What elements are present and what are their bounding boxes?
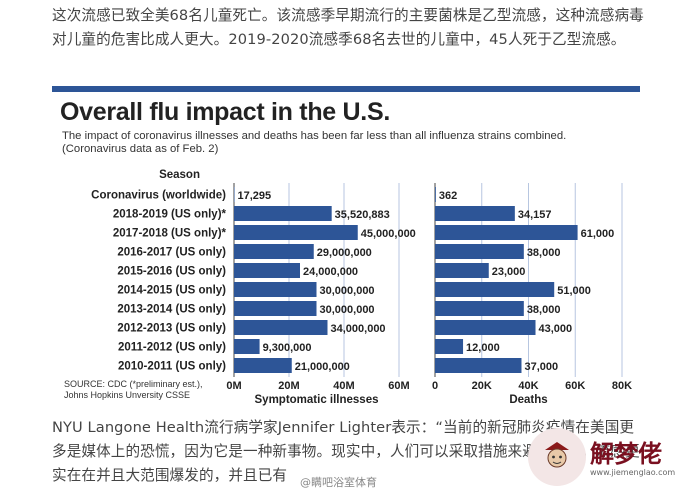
source-note: SOURCE: CDC (*preliminary est.), [64, 379, 203, 389]
bar [234, 263, 300, 278]
face-icon [545, 442, 569, 468]
quote-line-1: NYU Langone Health流行病学家Jennifer Lighter表… [52, 419, 635, 436]
bar [435, 301, 524, 316]
source-note: Johns Hopkins Unversity CSSE [64, 390, 190, 400]
category-label: 2012-2013 (US only) [117, 323, 226, 335]
bar [435, 206, 515, 221]
x-tick-label: 80K [612, 380, 632, 392]
bar-value-label: 38,000 [527, 304, 561, 316]
bar-value-label: 51,000 [557, 285, 591, 297]
bar [234, 358, 292, 373]
watermark-url: www.jiemenglao.com [590, 468, 676, 477]
category-label: 2011-2012 (US only) [118, 342, 226, 354]
x-tick-label: 0M [226, 380, 241, 392]
chart-top-rule [52, 86, 640, 92]
category-header: Season [159, 169, 200, 181]
bar-value-label: 43,000 [539, 323, 573, 335]
flu-impact-chart: Overall flu impact in the U.S. The impac… [52, 86, 640, 412]
bar [234, 206, 332, 221]
x-tick-label: 20M [278, 380, 299, 392]
chart-subtitle-line-2: (Coronavirus data as of Feb. 2) [62, 143, 219, 155]
bar [435, 244, 524, 259]
category-label: 2016-2017 (US only) [117, 247, 226, 259]
x-tick-label: 0 [432, 380, 438, 392]
intro-line-2: 对儿童的危害比成人更大。2019-2020流感季68名去世的儿童中，45人死于乙… [52, 31, 626, 48]
category-label: 2015-2016 (US only) [117, 266, 226, 278]
bar [435, 263, 489, 278]
bar [435, 320, 536, 335]
category-label: 2017-2018 (US only)* [113, 228, 227, 240]
quote-paragraph: NYU Langone Health流行病学家Jennifer Lighter表… [52, 416, 642, 488]
x-axis-title: Symptomatic illnesses [255, 394, 379, 406]
quote-line-3: 实在在并且大范围爆发的，并且已有 [52, 467, 288, 484]
bar [435, 187, 436, 202]
weibo-overlay-text: @瞒吧浴室体育 [300, 476, 377, 489]
chart-subtitle: The impact of coronavirus illnesses and … [62, 130, 566, 156]
bar-value-label: 30,000,000 [320, 304, 375, 316]
bar-value-label: 61,000 [581, 228, 615, 240]
bar [435, 339, 464, 354]
bar-value-label: 30,000,000 [320, 285, 375, 297]
chart-subtitle-line-1: The impact of coronavirus illnesses and … [62, 130, 567, 142]
category-label: Coronavirus (worldwide) [91, 190, 226, 202]
category-label: 2014-2015 (US only) [117, 285, 226, 297]
bar [234, 301, 317, 316]
dream-logo-icon [528, 428, 586, 486]
site-watermark: 解梦佬 www.jiemenglao.com [528, 428, 678, 488]
x-axis-title: Deaths [509, 394, 547, 406]
x-tick-label: 60M [388, 380, 409, 392]
bar-value-label: 12,000 [466, 342, 500, 354]
bar-value-label: 38,000 [527, 247, 561, 259]
bar-value-label: 45,000,000 [361, 228, 416, 240]
bar [234, 320, 328, 335]
chart-title: Overall flu impact in the U.S. [60, 98, 390, 126]
bar-value-label: 29,000,000 [317, 247, 372, 259]
bar-value-label: 21,000,000 [295, 361, 350, 373]
bar [234, 339, 260, 354]
bar-value-label: 362 [439, 190, 457, 202]
chart-plot: Season 0M 20M 40M 60M 17,295 35,520,883 45,000,… [64, 169, 632, 406]
x-tick-label: 40K [518, 380, 538, 392]
bar [435, 282, 555, 297]
x-tick-label: 40M [333, 380, 354, 392]
category-label: 2018-2019 (US only)* [113, 209, 227, 221]
category-label: 2013-2014 (US only) [117, 304, 226, 316]
intro-line-1: 这次流感已致全美68名儿童死亡。该流感季早期流行的主要菌株是乙型流感，这种流感病… [52, 7, 644, 24]
bar-value-label: 9,300,000 [263, 342, 312, 354]
bar-value-label: 34,157 [518, 209, 552, 221]
x-tick-label: 60K [565, 380, 585, 392]
bar [435, 358, 522, 373]
x-tick-label: 20K [472, 380, 492, 392]
bar [234, 187, 235, 202]
bar [234, 282, 317, 297]
bar-value-label: 37,000 [524, 361, 558, 373]
bar-value-label: 34,000,000 [331, 323, 386, 335]
watermark-title: 解梦佬 [590, 439, 662, 468]
bar [234, 244, 314, 259]
quote-line-2: 多是媒体上的恐慌，因为它是一种新事物。现实中，人们可以采取措施来避免流感，流感更 [52, 443, 640, 460]
bar [234, 225, 358, 240]
bar-value-label: 23,000 [492, 266, 526, 278]
bar-value-label: 35,520,883 [335, 209, 390, 221]
bar-value-label: 24,000,000 [303, 266, 358, 278]
intro-paragraph: 这次流感已致全美68名儿童死亡。该流感季早期流行的主要菌株是乙型流感，这种流感病… [52, 4, 644, 52]
category-label: 2010-2011 (US only) [118, 361, 226, 373]
bar-value-label: 17,295 [238, 190, 272, 202]
bar [435, 225, 578, 240]
